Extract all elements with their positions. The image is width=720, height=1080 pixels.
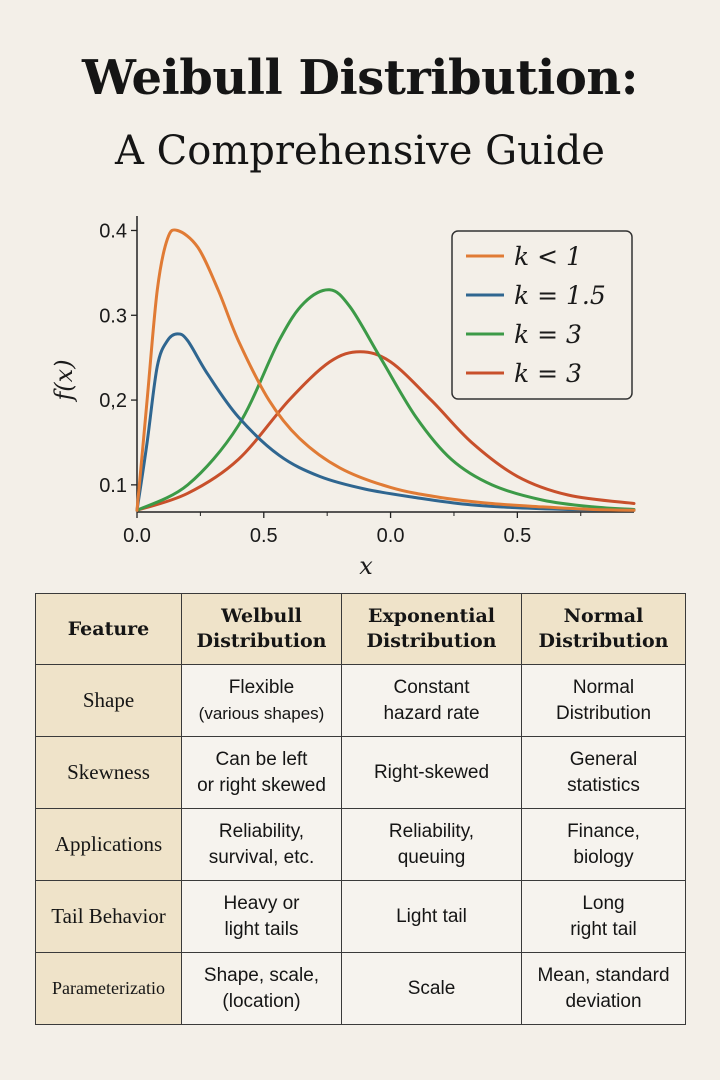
header-weibull-line2: Distribution [196,630,327,652]
chart-curves [135,228,636,512]
series-line-3 [135,350,636,512]
cell-line: Light tail [396,905,467,927]
chart-axes: 0.1 0,2 0.3 0.4 0.0 0.5 0.0 0.5 x f(x) [50,216,634,580]
weibull-pdf-chart: 0.1 0,2 0.3 0.4 0.0 0.5 0.0 0.5 x f(x) k < 1 k = 1… [50,216,636,580]
table-cell: Finance, biology [521,808,686,881]
table-row: Shape Flexible (various shapes) Constant h… [35,664,686,737]
cell-line: Finance, [567,820,640,842]
header-weibull: Welbull Distribution [181,593,342,665]
comparison-table: Feature Welbull Distribution Exponential D… [35,593,686,1025]
cell-line: light tails [224,918,299,940]
legend-label: k < 1 [514,242,582,271]
cell-line: biology [573,846,634,868]
table-row: Applications Reliability, survival, etc. … [35,808,686,881]
x-tick-label: 0.5 [503,525,531,547]
cell-line: Reliability, [388,820,475,842]
table-cell: Constant hazard rate [341,664,522,737]
header-feature: Feature [35,593,182,665]
legend-label: k = 3 [514,320,582,349]
row-label: Applications [35,808,182,881]
y-tick-label: 0.3 [99,305,127,327]
x-axis-label: x [359,552,373,580]
cell-line: survival, etc. [208,846,315,868]
cell-line: Scale [407,977,456,999]
series-line-0 [135,228,636,512]
table-cell: Scale [341,952,522,1025]
y-tick-label: 0.1 [99,475,127,497]
cell-line: queuing [397,846,466,868]
table-row: Tail Behavior Heavy or light tails Light … [35,880,686,953]
cell-line: right tail [570,918,637,940]
cell-line: Right-skewed [373,761,490,783]
cell-line: Long [582,892,625,914]
table-header-row: Feature Welbull Distribution Exponential D… [35,593,686,665]
header-exponential: Exponential Distribution [341,593,522,665]
table-cell: Reliability, survival, etc. [181,808,342,881]
table-cell: Flexible (various shapes) [181,664,342,737]
legend-box [451,230,633,400]
y-tick-label: 0,2 [99,390,127,412]
table-cell: Mean, standard deviation [521,952,686,1025]
page-subtitle: A Comprehensive Guide [115,128,605,174]
table-cell: General statistics [521,736,686,809]
cell-line: statistics [567,774,640,796]
cell-line: Flexible [228,676,295,698]
x-tick-label: 0.0 [123,525,151,547]
cell-line: (location) [222,990,301,1012]
cell-line: Distribution [555,702,652,724]
row-label: Shape [35,664,182,737]
table-cell: Can be left or right skewed [181,736,342,809]
table-cell: Long right tail [521,880,686,953]
table-cell: Shape, scale, (location) [181,952,342,1025]
cell-line: Normal [572,676,635,698]
legend-label: k = 3 [514,359,582,388]
chart-legend: k < 1 k = 1.5 k = 3 k = 3 [451,230,633,400]
y-axis-label: f(x) [50,359,78,402]
page-title: Weibull Distribution: [82,50,638,106]
table-cell: Heavy or light tails [181,880,342,953]
cell-line: Mean, standard [537,964,670,986]
table-cell: Light tail [341,880,522,953]
series-line-2 [135,288,636,512]
row-label: Parameterizatio [35,952,182,1025]
header-exponential-line1: Exponential [367,605,495,628]
cell-line: Can be left [215,748,308,770]
table-row: Parameterizatio Shape, scale, (location) … [35,952,686,1025]
cell-line: Shape, scale, [203,964,320,986]
row-label: Tail Behavior [35,880,182,953]
cell-line: or right skewed [197,774,326,796]
x-tick-label: 0.5 [250,525,278,547]
table-cell: Reliability, queuing [341,808,522,881]
y-tick-label: 0.4 [99,220,127,242]
header-weibull-line1: Welbull [221,605,302,628]
cell-line: General [569,748,638,770]
header-normal-line2: Distribution [538,630,669,652]
row-label: Skewness [35,736,182,809]
cell-line: Heavy or [223,892,300,914]
header-normal-line1: Normal [563,605,644,628]
legend-label: k = 1.5 [514,281,606,310]
cell-line: Reliability, [218,820,305,842]
cell-line: Constant [393,676,470,698]
header-feature-text: Feature [67,617,150,640]
table-cell: Normal Distribution [521,664,686,737]
header-normal: Normal Distribution [521,593,686,665]
cell-line: deviation [565,990,642,1012]
x-tick-label: 0.0 [377,525,405,547]
cell-line: hazard rate [383,702,480,724]
table-cell: Right-skewed [341,736,522,809]
header-exponential-line2: Distribution [366,630,497,652]
cell-line: (various shapes) [198,703,325,723]
table-row: Skewness Can be left or right skewed Righ… [35,736,686,809]
series-line-1 [135,332,636,512]
